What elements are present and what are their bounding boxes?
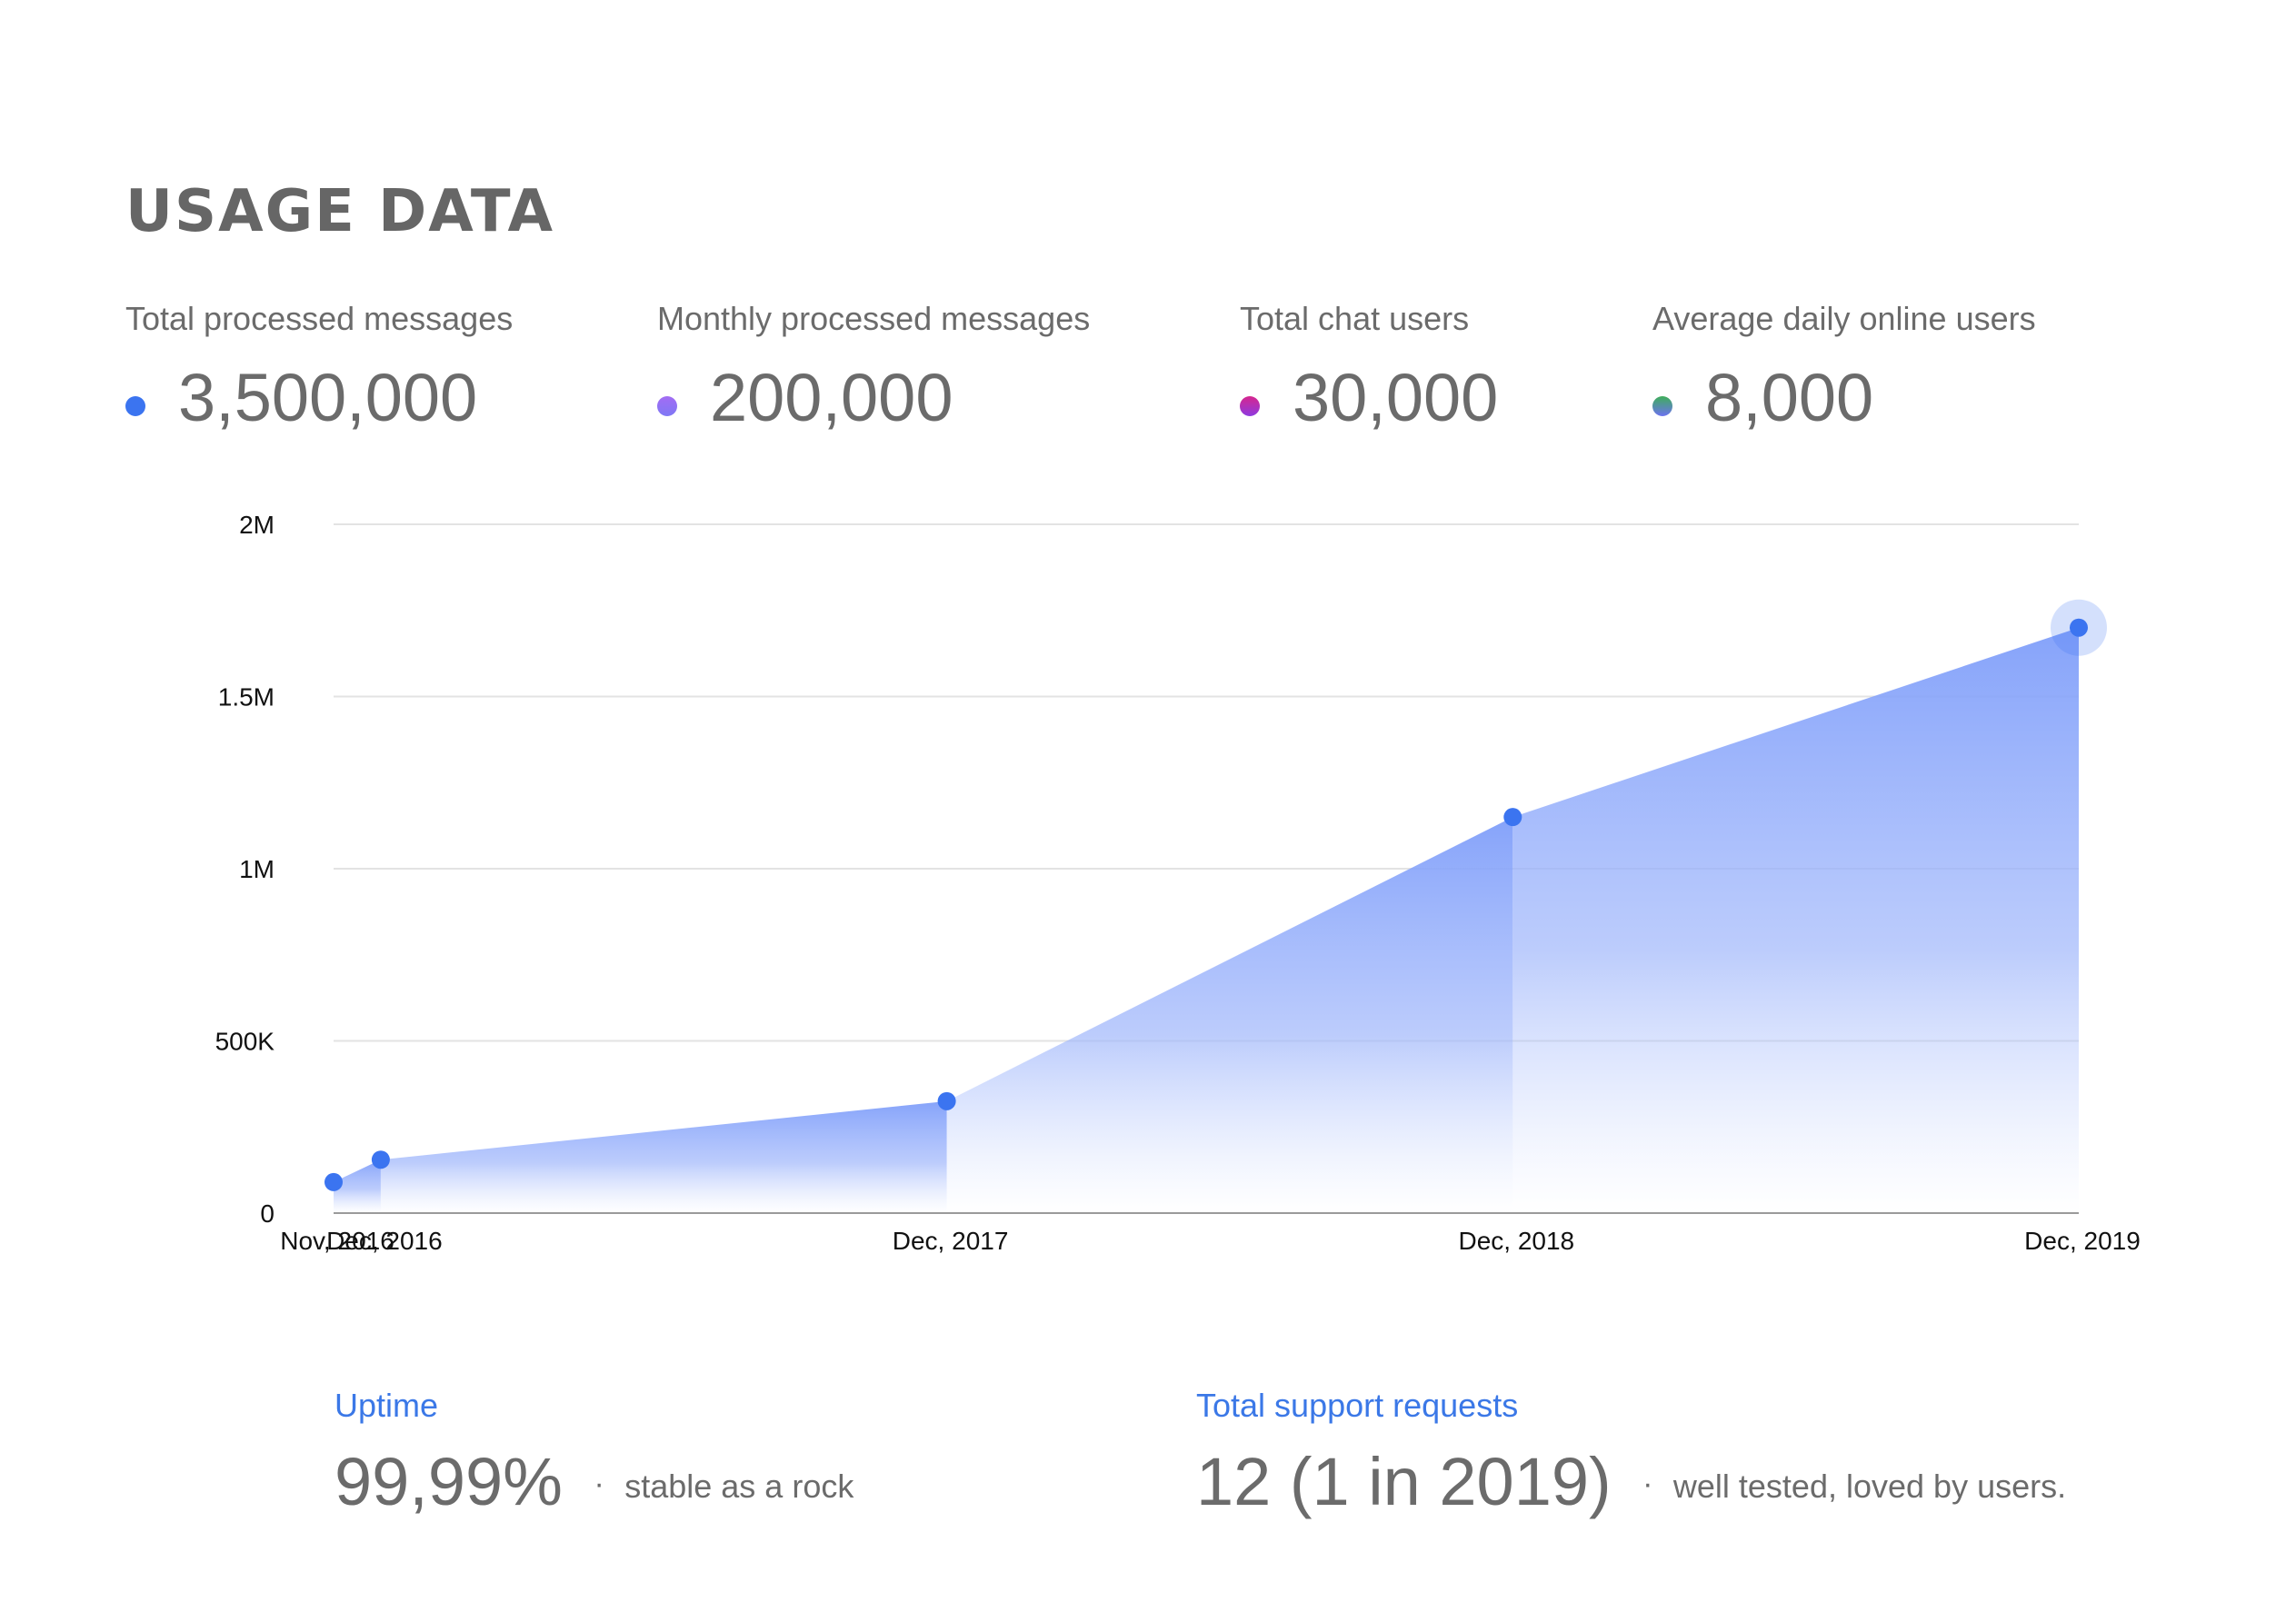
x-tick-label: Dec, 2018 bbox=[1458, 1227, 1574, 1255]
support-requests-value: 12 (1 in 2019) bbox=[1196, 1444, 1612, 1519]
area-segment bbox=[1512, 627, 2079, 1213]
data-point bbox=[371, 1150, 390, 1169]
stat-monthly-messages: Monthly processed messages 200,000 bbox=[657, 300, 1091, 435]
support-requests-label: Total support requests bbox=[1196, 1387, 1519, 1424]
legend-dot-icon bbox=[657, 396, 677, 416]
data-point bbox=[324, 1172, 343, 1191]
stat-label: Total chat users bbox=[1240, 300, 1470, 337]
uptime-label: Uptime bbox=[334, 1387, 439, 1424]
data-point bbox=[937, 1091, 956, 1110]
y-tick-label: 2M bbox=[239, 511, 275, 539]
legend-dot-icon bbox=[1240, 396, 1260, 416]
data-point bbox=[2070, 618, 2088, 637]
support-requests-metric: Total support requests 12 (1 in 2019) · … bbox=[1196, 1387, 2066, 1520]
x-tick-label: Nov, 2016 bbox=[280, 1227, 394, 1255]
stat-daily-online-users: Average daily online users 8,000 bbox=[1652, 300, 2036, 435]
area-segment bbox=[334, 1159, 381, 1213]
stat-label: Monthly processed messages bbox=[657, 300, 1091, 337]
stat-value: 8,000 bbox=[1705, 360, 1874, 435]
area-segment bbox=[946, 817, 1513, 1213]
uptime-value: 99,99% bbox=[334, 1444, 563, 1519]
stat-total-chat-users: Total chat users 30,000 bbox=[1240, 300, 1498, 435]
bullet-separator: · bbox=[594, 1467, 604, 1501]
uptime-metric: Uptime 99,99% · stable as a rock bbox=[334, 1387, 854, 1520]
x-tick-label: Dec, 2016 bbox=[326, 1227, 443, 1255]
stat-total-messages: Total processed messages 3,500,000 bbox=[125, 300, 514, 435]
legend-dot-icon bbox=[1652, 396, 1672, 416]
area-segment bbox=[380, 1100, 947, 1213]
y-tick-label: 500K bbox=[215, 1028, 275, 1056]
stat-label: Total processed messages bbox=[125, 300, 514, 337]
page-title: USAGE DATA bbox=[125, 178, 555, 245]
support-requests-note: well tested, loved by users. bbox=[1672, 1468, 2067, 1505]
stat-label: Average daily online users bbox=[1652, 300, 2036, 337]
stat-value: 200,000 bbox=[710, 360, 953, 435]
x-tick-label: Dec, 2017 bbox=[893, 1227, 1009, 1255]
x-tick-label: Dec, 2019 bbox=[2024, 1227, 2141, 1255]
bullet-separator: · bbox=[1642, 1467, 1653, 1501]
uptime-note: stable as a rock bbox=[624, 1468, 854, 1505]
data-point bbox=[1503, 808, 1522, 827]
y-tick-label: 0 bbox=[260, 1199, 275, 1228]
y-tick-label: 1.5M bbox=[218, 683, 275, 711]
stat-value: 3,500,000 bbox=[178, 360, 478, 435]
legend-dot-icon bbox=[125, 396, 145, 416]
stat-value: 30,000 bbox=[1293, 360, 1499, 435]
y-tick-label: 1M bbox=[239, 855, 275, 883]
